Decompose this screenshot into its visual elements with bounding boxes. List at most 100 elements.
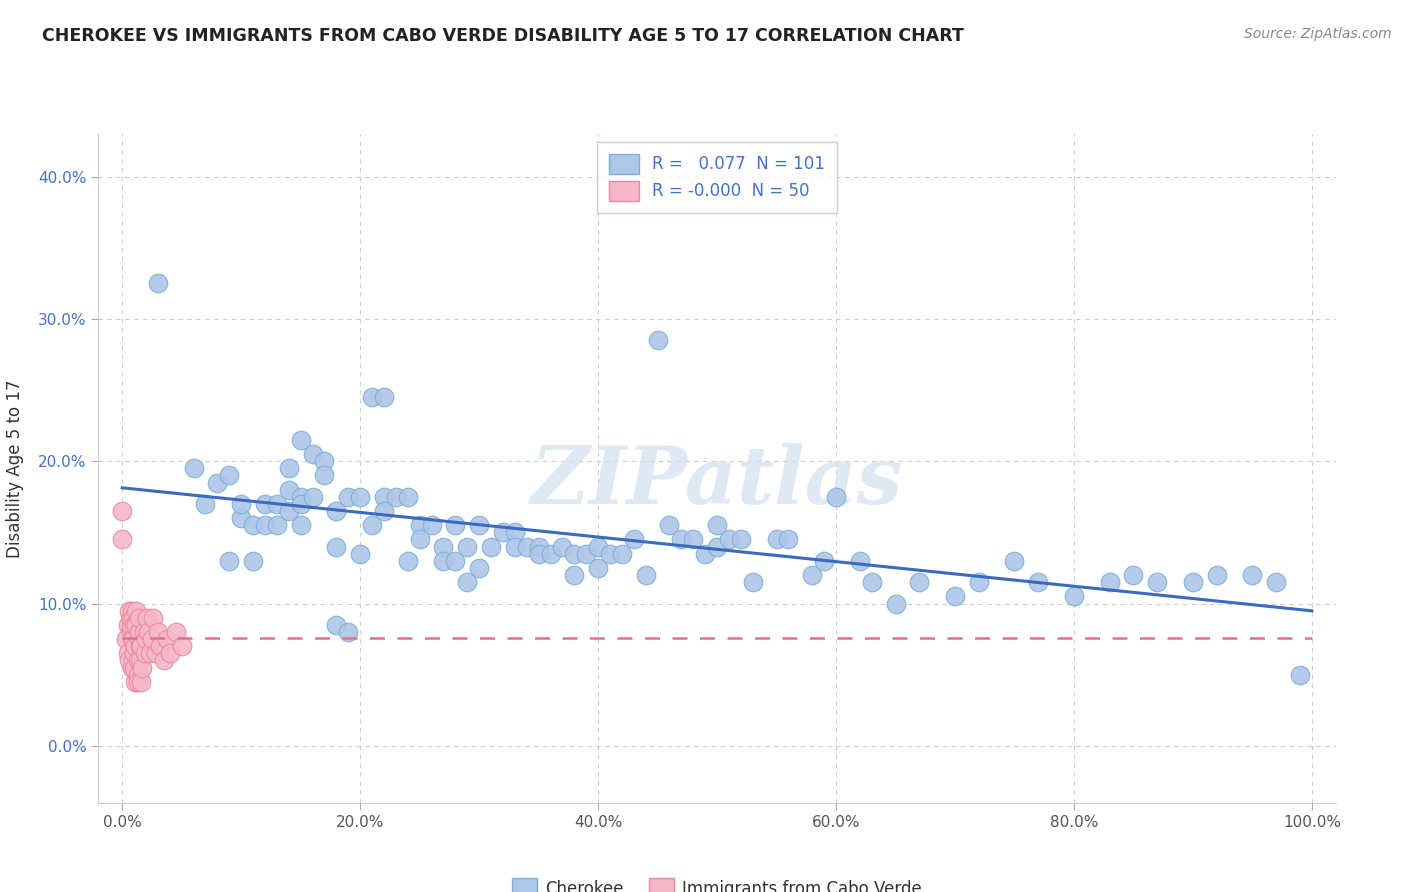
Point: [361, 390, 384, 404]
Point: [118, 653, 141, 667]
Point: [671, 533, 693, 547]
Point: [420, 518, 443, 533]
Point: [432, 554, 454, 568]
Point: [706, 540, 728, 554]
Point: [396, 554, 419, 568]
Point: [290, 518, 312, 533]
Point: [562, 568, 585, 582]
Point: [349, 490, 371, 504]
Point: [503, 540, 526, 554]
Point: [141, 632, 163, 646]
Point: [218, 468, 240, 483]
Point: [207, 475, 229, 490]
Point: [468, 518, 491, 533]
Point: [301, 447, 323, 461]
Point: [1122, 568, 1144, 582]
Point: [385, 490, 408, 504]
Point: [1098, 575, 1121, 590]
Point: [337, 490, 360, 504]
Point: [408, 518, 430, 533]
Point: [142, 611, 165, 625]
Point: [114, 632, 136, 646]
Point: [170, 639, 193, 653]
Point: [156, 632, 179, 646]
Point: [277, 504, 299, 518]
Point: [129, 639, 152, 653]
Point: [266, 518, 288, 533]
Point: [1241, 568, 1264, 582]
Point: [860, 575, 883, 590]
Point: [194, 497, 217, 511]
Point: [1181, 575, 1204, 590]
Point: [277, 461, 299, 475]
Point: [138, 646, 160, 660]
Point: [801, 568, 824, 582]
Point: [1026, 575, 1049, 590]
Point: [128, 632, 150, 646]
Point: [131, 660, 153, 674]
Point: [120, 618, 142, 632]
Point: [253, 518, 276, 533]
Point: [396, 490, 419, 504]
Point: [468, 561, 491, 575]
Point: [128, 625, 150, 640]
Point: [325, 618, 347, 632]
Point: [503, 525, 526, 540]
Point: [682, 533, 704, 547]
Point: [1265, 575, 1288, 590]
Point: [129, 674, 152, 689]
Point: [361, 518, 384, 533]
Point: [1289, 667, 1312, 681]
Point: [121, 660, 143, 674]
Point: [159, 646, 181, 660]
Point: [943, 590, 966, 604]
Point: [325, 540, 347, 554]
Point: [111, 504, 134, 518]
Point: [658, 518, 681, 533]
Point: [117, 646, 139, 660]
Point: [146, 277, 169, 291]
Point: [145, 646, 167, 660]
Point: [1205, 568, 1227, 582]
Point: [1146, 575, 1168, 590]
Point: [706, 518, 728, 533]
Point: [231, 511, 253, 525]
Point: [527, 547, 550, 561]
Point: [136, 611, 159, 625]
Point: [120, 625, 142, 640]
Point: [122, 611, 145, 625]
Point: [138, 625, 160, 640]
Point: [599, 547, 621, 561]
Point: [741, 575, 763, 590]
Point: [132, 625, 155, 640]
Point: [122, 618, 145, 632]
Point: [122, 653, 145, 667]
Point: [124, 674, 146, 689]
Point: [290, 490, 312, 504]
Text: CHEROKEE VS IMMIGRANTS FROM CABO VERDE DISABILITY AGE 5 TO 17 CORRELATION CHART: CHEROKEE VS IMMIGRANTS FROM CABO VERDE D…: [42, 27, 965, 45]
Point: [456, 575, 478, 590]
Point: [825, 490, 848, 504]
Point: [129, 653, 152, 667]
Point: [432, 540, 454, 554]
Point: [516, 540, 538, 554]
Point: [111, 533, 134, 547]
Y-axis label: Disability Age 5 to 17: Disability Age 5 to 17: [6, 379, 24, 558]
Point: [125, 604, 148, 618]
Point: [1004, 554, 1026, 568]
Point: [127, 674, 149, 689]
Point: [122, 660, 145, 674]
Point: [290, 497, 312, 511]
Point: [242, 518, 264, 533]
Point: [117, 618, 139, 632]
Point: [134, 646, 156, 660]
Point: [183, 461, 205, 475]
Point: [586, 561, 609, 575]
Point: [373, 390, 395, 404]
Point: [908, 575, 931, 590]
Point: [124, 639, 146, 653]
Point: [562, 547, 585, 561]
Point: [290, 433, 312, 447]
Point: [634, 568, 657, 582]
Text: Source: ZipAtlas.com: Source: ZipAtlas.com: [1244, 27, 1392, 41]
